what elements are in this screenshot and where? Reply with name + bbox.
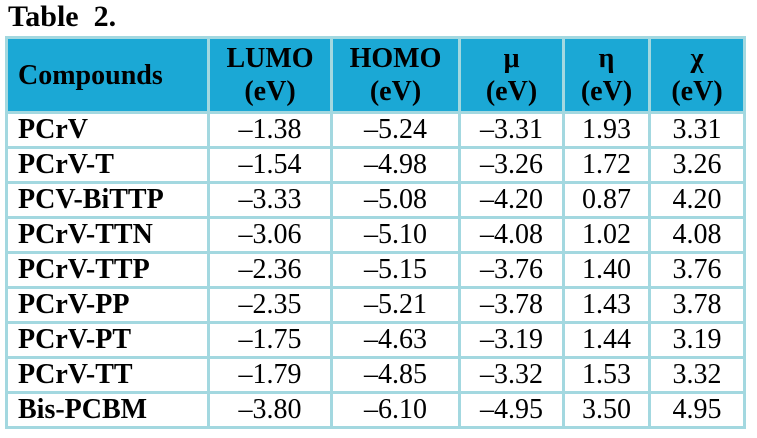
table-row: PCrV –1.38 –5.24 –3.31 1.93 3.31 [5,111,746,149]
compound-name: PCrV-PP [5,286,210,324]
value-cell: –5.08 [330,181,461,219]
value-cell: 3.32 [648,356,746,394]
compound-name: PCV-BiTTP [5,181,210,219]
value-cell: –5.15 [330,251,461,289]
compound-name: PCrV-TTP [5,251,210,289]
value-cell: 3.26 [648,146,746,184]
table-row: PCrV-TTN –3.06 –5.10 –4.08 1.02 4.08 [5,216,746,254]
column-unit: (eV) [369,76,422,107]
value-cell: –6.10 [330,391,461,429]
compound-name: PCrV-TTN [5,216,210,254]
value-cell: 0.87 [562,181,651,219]
value-cell: –4.98 [330,146,461,184]
table-head: Compounds LUMO (eV) HOMO (eV) μ (eV) η (eV) χ (eV) [5,36,746,114]
column-header-compounds: Compounds [5,36,210,114]
value-cell: –3.33 [207,181,333,219]
column-label: χ [690,43,704,74]
table-row: PCrV-T –1.54 –4.98 –3.26 1.72 3.26 [5,146,746,184]
value-cell: –5.24 [330,111,461,149]
column-label: μ [503,43,520,74]
header-row: Compounds LUMO (eV) HOMO (eV) μ (eV) η (eV) χ (eV) [5,36,746,114]
compound-name: PCrV-PT [5,321,210,359]
value-cell: 3.19 [648,321,746,359]
value-cell: 1.93 [562,111,651,149]
column-unit: (eV) [671,76,723,107]
value-cell: 1.43 [562,286,651,324]
value-cell: 1.40 [562,251,651,289]
value-cell: –5.21 [330,286,461,324]
column-header-μ: μ (eV) [458,36,565,114]
value-cell: –5.10 [330,216,461,254]
value-cell: –3.80 [207,391,333,429]
value-cell: 4.95 [648,391,746,429]
value-cell: –1.79 [207,356,333,394]
table-row: Bis-PCBM –3.80 –6.10 –4.95 3.50 4.95 [5,391,746,429]
column-header-lumo: LUMO (eV) [207,36,333,114]
value-cell: –1.75 [207,321,333,359]
column-label: LUMO [226,43,314,74]
compound-name: PCrV [5,111,210,149]
value-cell: 1.02 [562,216,651,254]
table-row: PCrV-PT –1.75 –4.63 –3.19 1.44 3.19 [5,321,746,359]
value-cell: –3.76 [458,251,565,289]
table-row: PCrV-PP –2.35 –5.21 –3.78 1.43 3.78 [5,286,746,324]
value-cell: –1.54 [207,146,333,184]
value-cell: –4.63 [330,321,461,359]
value-cell: –4.20 [458,181,565,219]
value-cell: –4.08 [458,216,565,254]
value-cell: 3.31 [648,111,746,149]
column-unit: (eV) [580,76,633,107]
value-cell: 4.08 [648,216,746,254]
value-cell: –3.19 [458,321,565,359]
value-cell: 1.53 [562,356,651,394]
compound-name: PCrV-TT [5,356,210,394]
value-cell: 4.20 [648,181,746,219]
table-row: PCrV-TT –1.79 –4.85 –3.32 1.53 3.32 [5,356,746,394]
table-row: PCV-BiTTP –3.33 –5.08 –4.20 0.87 4.20 [5,181,746,219]
value-cell: –2.36 [207,251,333,289]
column-header-χ: χ (eV) [648,36,746,114]
value-cell: 3.50 [562,391,651,429]
value-cell: 1.72 [562,146,651,184]
value-cell: –2.35 [207,286,333,324]
column-header-η: η (eV) [562,36,651,114]
column-label: HOMO [349,43,442,74]
value-cell: –4.85 [330,356,461,394]
column-label: Compounds [18,59,163,91]
value-cell: –3.06 [207,216,333,254]
value-cell: 1.44 [562,321,651,359]
table-body: PCrV –1.38 –5.24 –3.31 1.93 3.31 PCrV-T –1.54 –4… [5,111,746,429]
value-cell: –4.95 [458,391,565,429]
value-cell: –3.32 [458,356,565,394]
value-cell: 3.78 [648,286,746,324]
column-label: η [598,43,615,74]
value-cell: –3.78 [458,286,565,324]
table-row: PCrV-TTP –2.36 –5.15 –3.76 1.40 3.76 [5,251,746,289]
data-table: Compounds LUMO (eV) HOMO (eV) μ (eV) η (eV) χ (eV)… [5,36,746,429]
compound-name: Bis-PCBM [5,391,210,429]
table-title: Table 2. [8,0,117,33]
value-cell: –3.26 [458,146,565,184]
value-cell: –1.38 [207,111,333,149]
compound-name: PCrV-T [5,146,210,184]
column-unit: (eV) [244,76,296,107]
column-unit: (eV) [485,76,538,107]
value-cell: 3.76 [648,251,746,289]
value-cell: –3.31 [458,111,565,149]
column-header-homo: HOMO (eV) [330,36,461,114]
